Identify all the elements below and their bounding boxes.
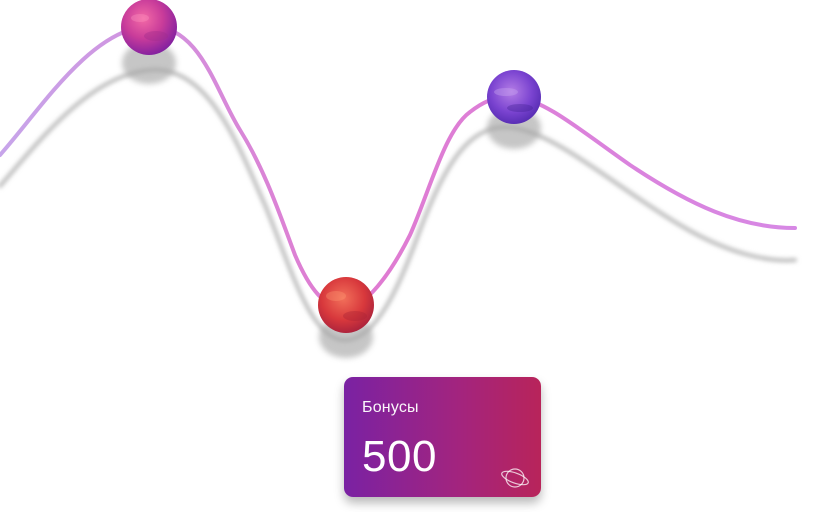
bonus-card[interactable]: Бонусы 500 [344,377,541,497]
curve-shadow [0,67,797,343]
planet-icon [501,468,529,488]
planet-violet-icon[interactable] [487,70,541,124]
progress-curve [0,23,797,311]
bonus-label: Бонусы [362,399,419,416]
planet-magenta-icon[interactable] [121,0,177,55]
bonus-value: 500 [362,432,437,481]
planet-red-icon[interactable] [318,277,374,333]
planet-shadow [122,42,176,84]
